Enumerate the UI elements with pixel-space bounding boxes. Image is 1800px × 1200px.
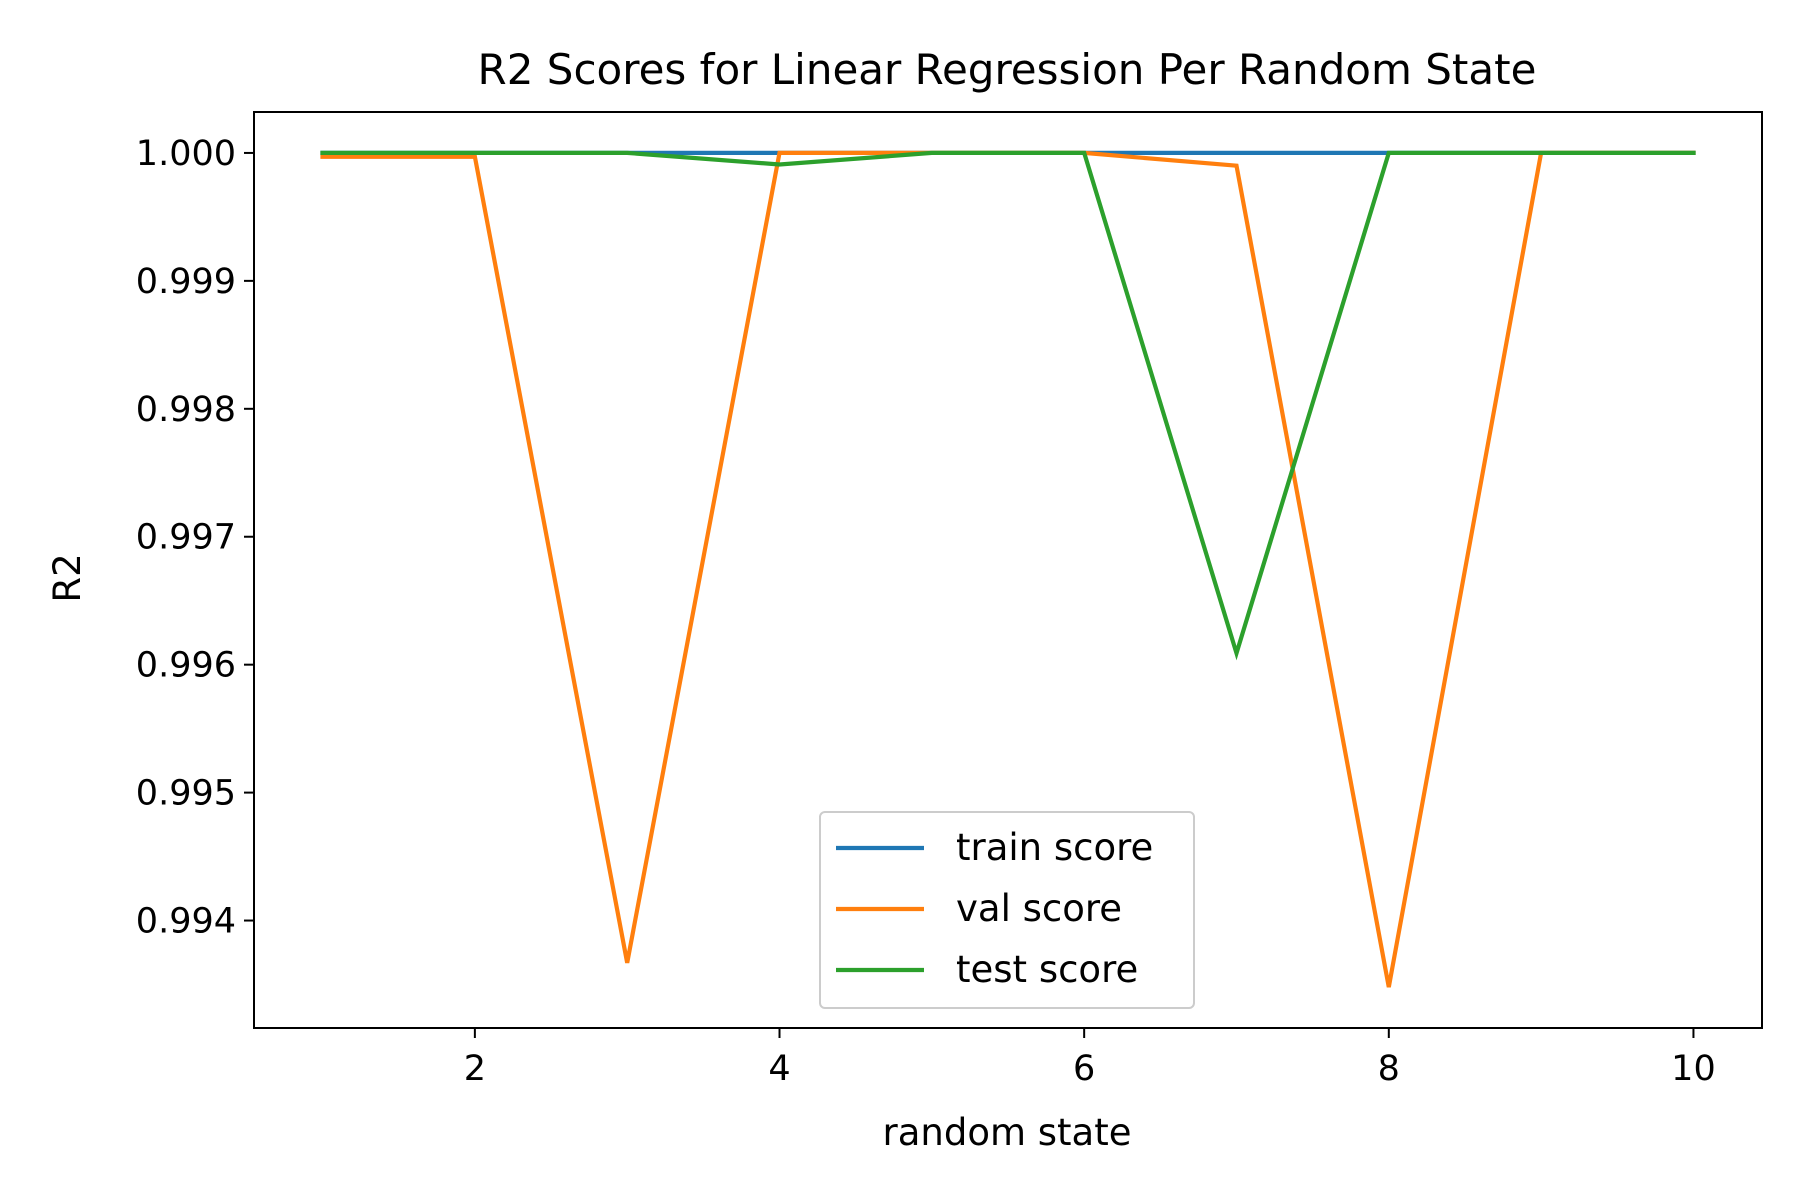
y-tick-label: 0.994 [136,902,236,942]
y-tick-label: 0.995 [136,774,236,814]
legend: train score val score test score [819,811,1195,1009]
legend-label-2: val score [956,887,1122,930]
x-tick-label: 4 [768,1049,790,1089]
series-layer [320,150,1696,988]
y-tick-label: 0.996 [136,646,236,686]
x-axis-label: random state [883,1111,1132,1154]
chart-title: R2 Scores for Linear Regression Per Rand… [478,45,1537,94]
x-tick-label: 6 [1073,1049,1095,1089]
x-tick-label: 8 [1378,1049,1400,1089]
x-tick-label: 2 [464,1049,486,1089]
legend-label-1: train score [956,826,1153,869]
legend-box [819,811,1195,1009]
y-tick-label: 0.997 [136,518,236,558]
x-tick-label: 10 [1671,1049,1716,1089]
plot-frame [253,111,1763,1029]
y-tick-label: 0.998 [136,390,236,430]
y-axis-label: R2 [46,553,89,602]
legend-label-3: test score [956,948,1138,991]
y-tick-label: 1.000 [136,134,236,174]
axes-layer: 2 4 6 8 10 0.994 0.995 0.996 0.997 0.998 0.999 1.00… [136,111,1763,1089]
y-tick-label: 0.999 [136,262,236,302]
series-line-3 [320,150,1696,661]
